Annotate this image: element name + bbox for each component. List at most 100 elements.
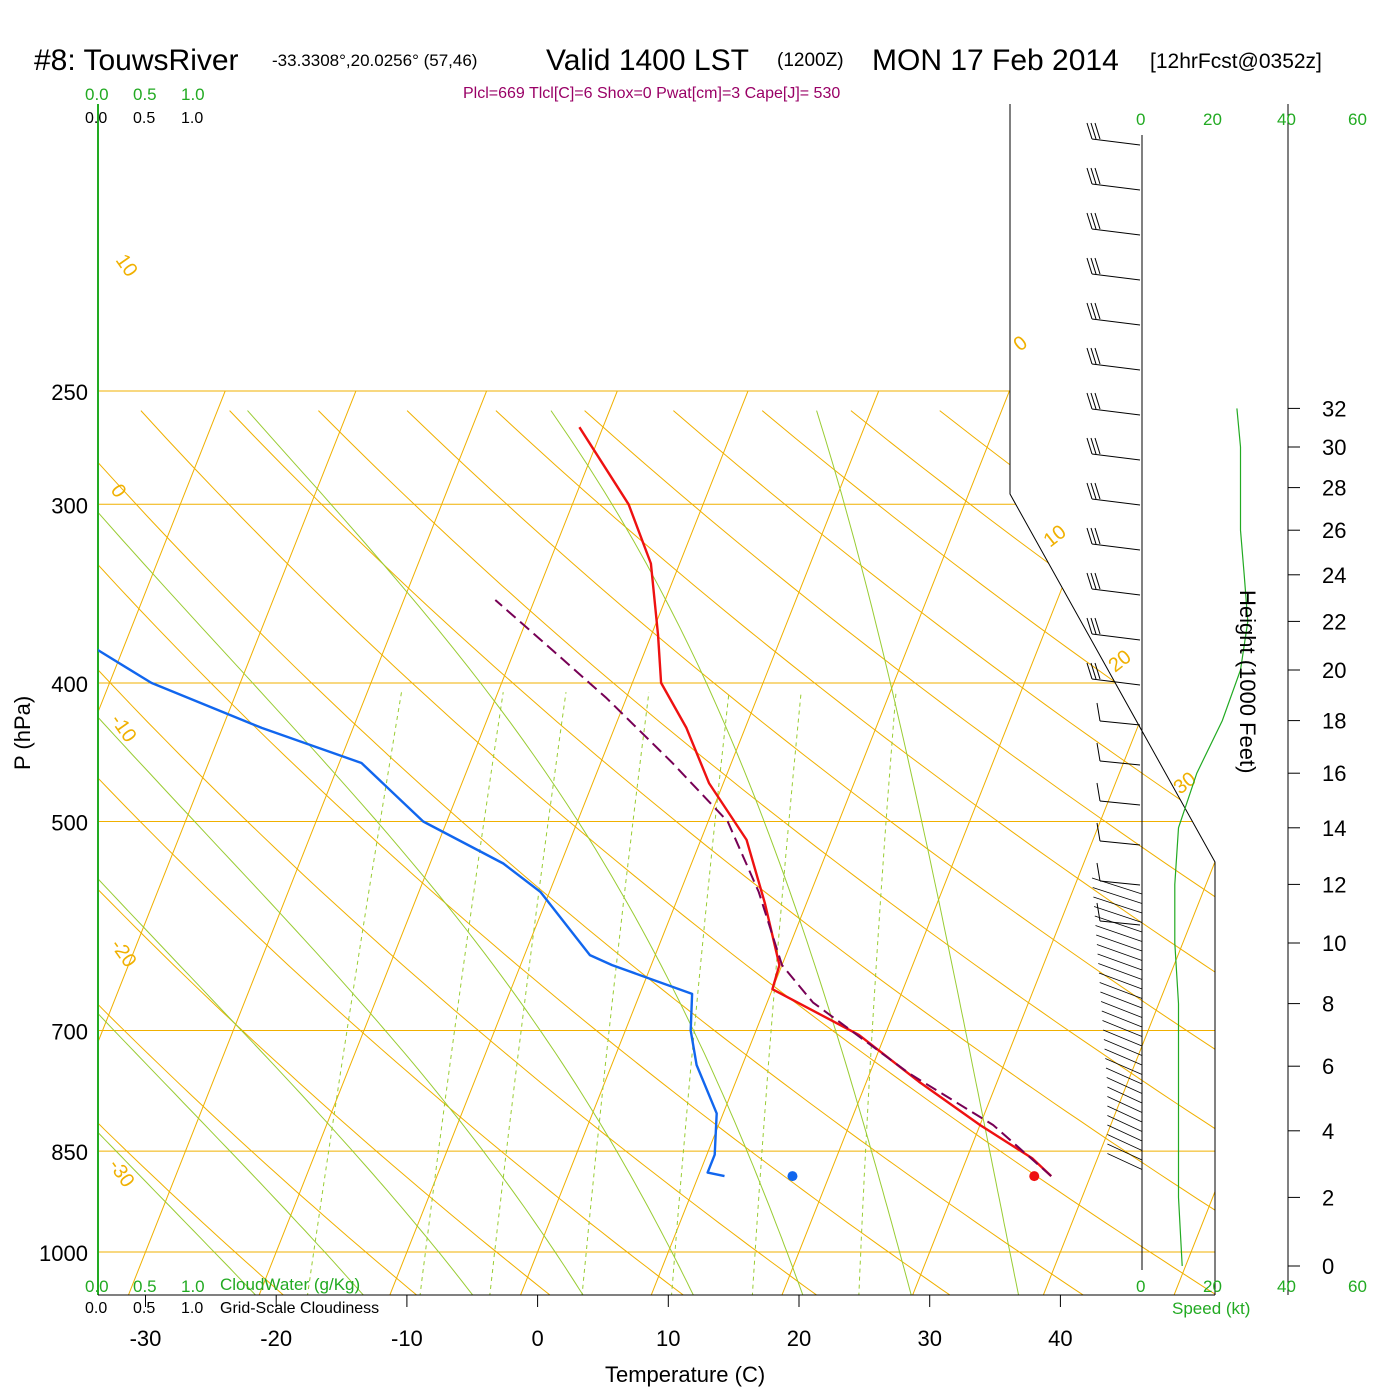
station-coords: -33.3308°,20.0256° (57,46) (272, 51, 477, 70)
temperature-tick-label: 40 (1048, 1326, 1072, 1351)
wind-barb-shaft (1107, 1096, 1143, 1113)
wind-barb-shaft (1091, 228, 1141, 236)
wind-barb-shaft (1099, 880, 1141, 886)
wind-barb-shaft (1093, 906, 1143, 923)
cloudwater-scale-bottom-1: 0.5 (133, 1277, 157, 1296)
cloudwater-scale-top-1: 0.5 (133, 85, 157, 104)
wind-barb-flag (1090, 527, 1097, 545)
height-tick-label: 24 (1322, 563, 1346, 588)
height-tick-label: 32 (1322, 396, 1346, 421)
dry-adiabat-line (229, 410, 1215, 1295)
cloudiness-label: Grid-Scale Cloudiness (220, 1300, 379, 1317)
valid-time: Valid 1400 LST (546, 44, 749, 77)
surface-dewpoint-marker (787, 1171, 798, 1182)
dry-adiabat-line (1295, 411, 1400, 1337)
sounding-indices: Plcl=669 Tlcl[C]=6 Shox=0 Pwat[cm]=3 Cap… (463, 85, 840, 102)
temperature-tick-label: 10 (656, 1326, 680, 1351)
wind-barb-flag (1094, 122, 1101, 140)
temperature-axis-label: Temperature (C) (605, 1362, 765, 1387)
wind-barb-shaft (1099, 920, 1141, 926)
forecast-date: MON 17 Feb 2014 (872, 44, 1119, 77)
moist-adiabat-line (98, 410, 714, 1295)
mixing-ratio-line (414, 692, 504, 1295)
wind-barb-shaft (1091, 273, 1141, 281)
dewpoint-line (98, 426, 725, 1178)
wind-barb-flag (1096, 702, 1101, 722)
temperature-line (578, 426, 1053, 1177)
wind-barb-flag (1086, 527, 1093, 545)
sounding-traces (98, 426, 1053, 1178)
mixing-ratio-line (667, 692, 730, 1295)
isotherm-label: -10 (106, 710, 141, 746)
wind-barb-flag (1096, 782, 1101, 802)
pressure-tick-label: 250 (51, 380, 88, 405)
cloudiness-scale-bottom-0: 0.0 (85, 1300, 107, 1317)
speed-scale-top-2: 40 (1277, 110, 1296, 129)
wind-barb-shaft (1107, 1086, 1143, 1104)
wind-barb-shaft (1105, 1058, 1143, 1075)
wind-barb-flag (1094, 392, 1101, 410)
cloudwater-scale-top-2: 1.0 (181, 85, 205, 104)
cloudiness-scale-top-1: 0.5 (133, 110, 155, 127)
wind-barb-shaft (1096, 944, 1143, 961)
wind-barb-shaft (1097, 953, 1143, 971)
wind-barb-shaft (1095, 925, 1143, 942)
wind-barb-flag (1094, 617, 1101, 635)
temperature-tick-label: 30 (917, 1326, 941, 1351)
isotherm-line (98, 390, 226, 1295)
wind-barb-shaft (1106, 1077, 1143, 1094)
temperature-tick-label: -20 (260, 1326, 292, 1351)
wind-barb-flag (1096, 862, 1101, 882)
wind-barb-flag (1094, 212, 1101, 230)
isotherm-line (242, 390, 618, 1295)
dry-adiabat-line (318, 410, 1215, 1295)
moist-adiabat-line (98, 410, 400, 1295)
wind-barb-flag (1086, 437, 1093, 455)
wind-barb-shaft (1091, 588, 1141, 596)
moist-adiabat-line (550, 410, 923, 1295)
height-tick-label: 28 (1322, 476, 1346, 501)
wind-barb-flag (1086, 212, 1093, 230)
height-tick-label: 4 (1322, 1119, 1334, 1144)
speed-scale-top-0: 0 (1136, 110, 1145, 129)
wind-barb-flag (1094, 302, 1101, 320)
wind-barb-shaft (1107, 1143, 1143, 1161)
height-tick-label: 14 (1322, 816, 1346, 841)
isotherm-label: 30 (1170, 768, 1201, 799)
height-axis-label: Height (1000 Feet) (1235, 590, 1260, 773)
dry-adiabat-line (495, 410, 1215, 1295)
isotherm-label: 10 (1040, 521, 1071, 552)
isotherm-line (634, 390, 1010, 1295)
cloudiness-scale-bottom-1: 0.5 (133, 1300, 155, 1317)
dry-adiabat-line (98, 410, 1011, 1295)
wind-barb-shaft (1098, 963, 1143, 980)
isotherm-label: -20 (106, 935, 141, 971)
dry-adiabat-line (98, 410, 332, 1295)
height-tick-label: 18 (1322, 709, 1346, 734)
wind-barb-shaft (1099, 800, 1141, 806)
temperature-tick-label: -30 (130, 1326, 162, 1351)
wind-barb-flag (1096, 822, 1101, 842)
cloudiness-scale-bottom-2: 1.0 (181, 1300, 203, 1317)
wind-barb-flag (1096, 902, 1101, 922)
wind-barb-flag (1094, 662, 1101, 680)
height-tick-label: 12 (1322, 872, 1346, 897)
wind-barb-flag (1090, 122, 1097, 140)
dry-adiabat-line (1205, 410, 1215, 1295)
wind-barb-shaft (1100, 991, 1143, 1009)
wind-barb-flag (1086, 572, 1093, 590)
wind-barbs (1086, 122, 1143, 1170)
wind-barb-shaft (1107, 1115, 1143, 1132)
wind-barb-flag (1094, 572, 1101, 590)
height-tick-label: 2 (1322, 1185, 1334, 1210)
dry-adiabat-line (98, 410, 604, 1295)
wind-barb-flag (1086, 257, 1093, 275)
station-title: #8: TouwsRiver (34, 44, 239, 77)
dry-adiabat-line (98, 410, 1147, 1295)
wind-barb-shaft (1107, 1134, 1143, 1151)
wind-barb-flag (1090, 212, 1097, 230)
isotherm-line (111, 390, 488, 1295)
height-tick-label: 10 (1322, 931, 1346, 956)
wind-barb-shaft (1091, 633, 1141, 641)
